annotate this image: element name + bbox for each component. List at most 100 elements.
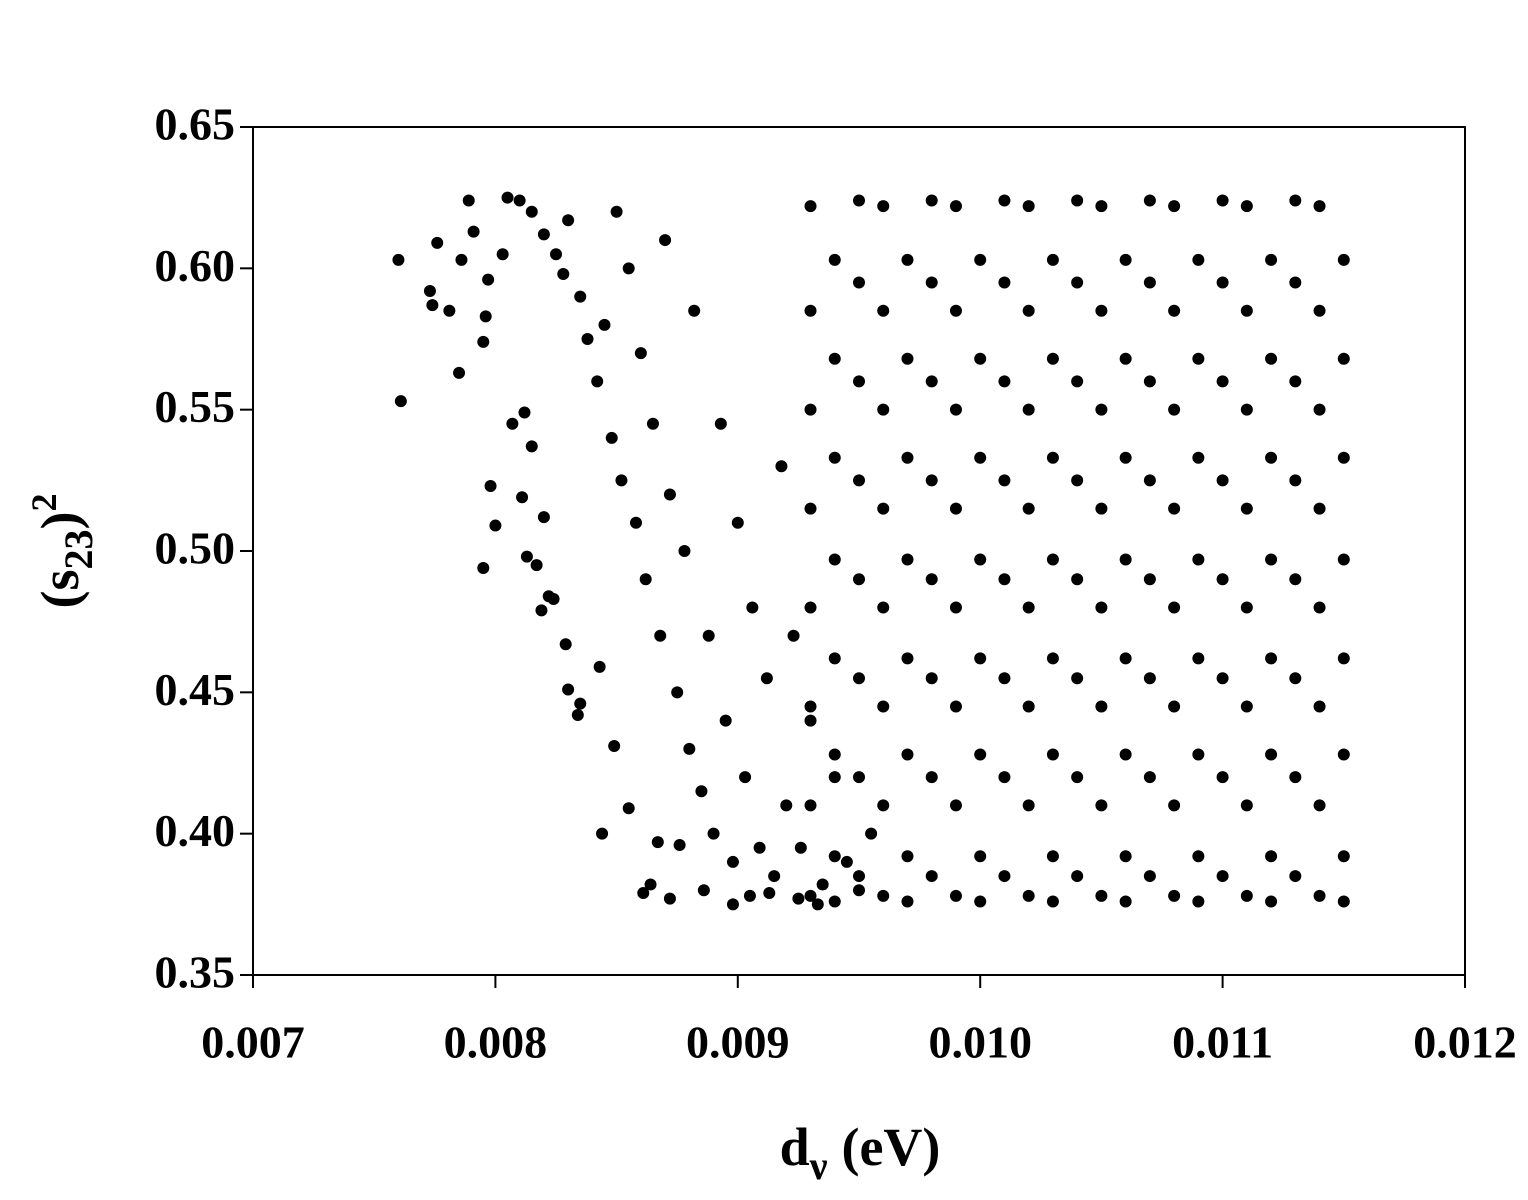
point — [974, 553, 987, 566]
point — [804, 403, 817, 416]
point — [1168, 304, 1181, 317]
point — [426, 299, 439, 312]
point — [1071, 375, 1084, 388]
point — [482, 273, 495, 286]
point — [714, 417, 727, 430]
point — [484, 479, 497, 492]
point — [1095, 304, 1108, 317]
point — [1046, 895, 1059, 908]
point — [949, 403, 962, 416]
point — [593, 660, 606, 673]
point — [794, 841, 807, 854]
point — [853, 375, 865, 388]
point — [1071, 474, 1084, 487]
point — [949, 601, 962, 614]
point — [1216, 771, 1229, 784]
point — [1313, 601, 1326, 614]
point — [1143, 672, 1156, 685]
point — [605, 431, 618, 444]
x-tick-label: 0.007 — [201, 1017, 305, 1068]
point — [1022, 889, 1035, 902]
point — [453, 366, 466, 379]
point — [443, 304, 456, 317]
point — [853, 884, 865, 897]
point — [1071, 672, 1084, 685]
point — [1143, 573, 1156, 586]
point — [840, 855, 853, 868]
point — [1119, 253, 1132, 266]
point — [1313, 889, 1326, 902]
point — [775, 460, 788, 473]
point — [1265, 748, 1278, 761]
point — [520, 550, 533, 563]
point — [1337, 352, 1350, 365]
point — [925, 276, 938, 289]
point — [1046, 748, 1059, 761]
point — [663, 892, 676, 905]
point — [1095, 502, 1108, 515]
point — [865, 827, 878, 840]
point — [562, 683, 575, 696]
point — [763, 887, 776, 900]
point — [1095, 200, 1108, 213]
y-label-close: ) — [30, 512, 90, 530]
point — [1095, 403, 1108, 416]
point — [1313, 799, 1326, 812]
point — [901, 850, 914, 863]
point — [707, 827, 720, 840]
y-tick-label: 0.55 — [155, 381, 236, 432]
point — [949, 304, 962, 317]
point — [998, 474, 1011, 487]
point — [780, 799, 793, 812]
point — [828, 451, 841, 464]
x-tick-label: 0.011 — [1172, 1017, 1273, 1068]
point — [1337, 895, 1350, 908]
point — [901, 253, 914, 266]
point — [787, 629, 800, 642]
point — [513, 194, 526, 207]
point — [1168, 799, 1181, 812]
y-tick-label: 0.50 — [155, 523, 236, 574]
point — [1240, 502, 1253, 515]
point — [1192, 451, 1205, 464]
point — [629, 516, 642, 529]
point — [501, 191, 514, 204]
point — [1337, 451, 1350, 464]
point — [1240, 799, 1253, 812]
point — [1046, 850, 1059, 863]
point — [1022, 799, 1035, 812]
point — [998, 276, 1011, 289]
point — [651, 836, 664, 849]
point — [746, 601, 759, 614]
x-tick-label: 0.008 — [444, 1017, 548, 1068]
point — [1192, 850, 1205, 863]
point — [506, 417, 519, 430]
point — [1168, 403, 1181, 416]
point — [792, 892, 805, 905]
point — [467, 225, 480, 238]
point — [1313, 200, 1326, 213]
point — [695, 785, 708, 798]
point — [1095, 700, 1108, 713]
point — [535, 604, 548, 617]
point — [1143, 474, 1156, 487]
point — [1119, 748, 1132, 761]
point — [1192, 352, 1205, 365]
point — [1313, 403, 1326, 416]
point — [877, 700, 890, 713]
point — [479, 310, 492, 323]
point — [1216, 375, 1229, 388]
point — [998, 375, 1011, 388]
point — [804, 799, 817, 812]
point — [1143, 194, 1156, 207]
point — [637, 887, 650, 900]
y-label-open: (s — [30, 569, 90, 608]
point — [1289, 474, 1302, 487]
point — [877, 403, 890, 416]
point — [1022, 502, 1035, 515]
point — [901, 451, 914, 464]
point — [1143, 276, 1156, 289]
point — [1022, 700, 1035, 713]
point — [1337, 253, 1350, 266]
